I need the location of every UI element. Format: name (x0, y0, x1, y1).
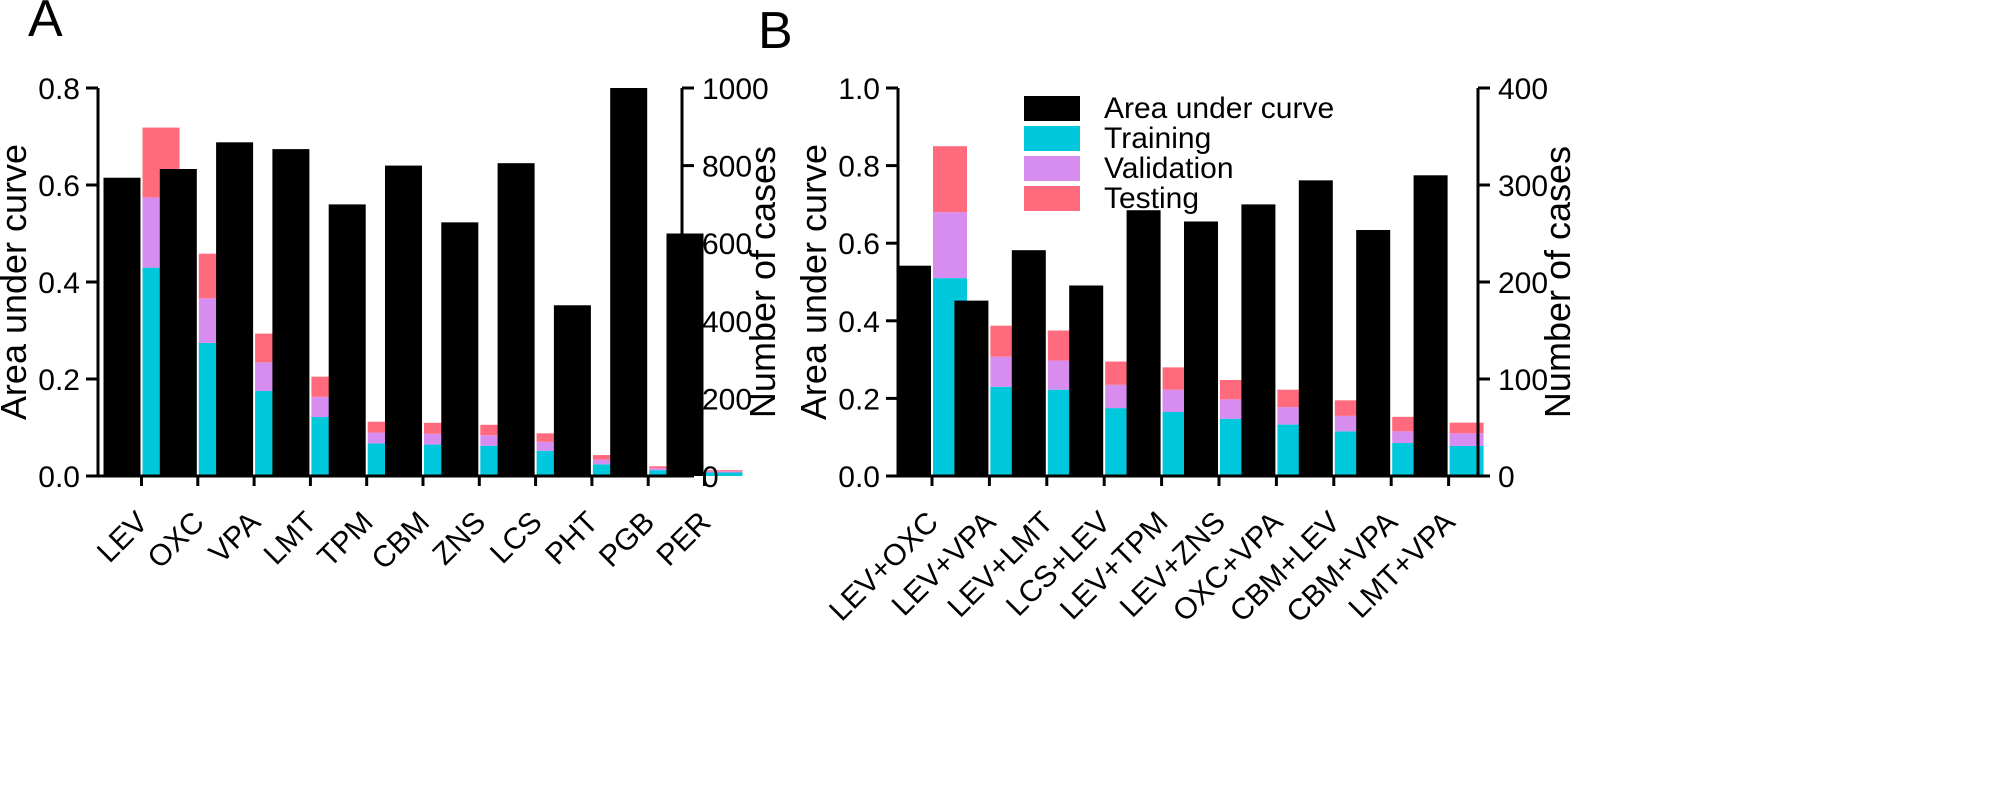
legend-swatch-testing (1024, 186, 1080, 211)
bar-testing-lev+oxc (933, 146, 967, 213)
bar-auc-lcs+lev (1069, 285, 1104, 476)
bar-auc-lev+zns (1184, 221, 1218, 476)
bar-validation-per (705, 471, 743, 473)
x-tick-label: LEV (91, 506, 154, 569)
right-tick-label: 600 (702, 228, 752, 261)
x-tick-label: TPM (312, 506, 380, 574)
x-tick-label: LCS (484, 506, 549, 571)
right-tick-label: 300 (1498, 170, 1548, 203)
left-tick-label: 0.2 (838, 383, 880, 416)
bar-validation-lev+oxc (933, 212, 967, 279)
bar-auc-cbm+vpa (1356, 230, 1391, 476)
left-tick-label: 0.0 (38, 461, 80, 494)
bar-auc-lev+oxc (897, 265, 931, 476)
panel-label: B (758, 2, 793, 60)
legend-label: Validation (1104, 152, 1234, 185)
bar-auc-oxc (159, 168, 197, 476)
bar-testing-lmt+vpa (1449, 422, 1484, 434)
left-tick-label: 0.2 (38, 364, 80, 397)
bar-auc-lev+vpa (954, 300, 989, 476)
right-axis-title: Number of cases (742, 146, 783, 418)
right-tick-label: 100 (1498, 364, 1548, 397)
right-tick-label: 1000 (702, 73, 769, 106)
bar-auc-pgb (610, 88, 648, 476)
bar-auc-lev+lmt (1011, 250, 1046, 476)
bar-auc-per (666, 233, 704, 476)
bar-auc-zns (441, 222, 479, 476)
x-tick-label: PHT (539, 506, 605, 572)
left-tick-label: 0.4 (38, 267, 80, 300)
right-tick-label: 200 (702, 383, 752, 416)
left-tick-label: 0.6 (38, 170, 80, 203)
legend-swatch-area-under-curve (1024, 96, 1080, 121)
right-tick-label: 400 (1498, 73, 1548, 106)
bar-auc-cbm (385, 165, 422, 476)
legend-swatch-training (1024, 126, 1080, 151)
x-tick-label: PGB (593, 506, 661, 574)
right-tick-label: 800 (702, 151, 752, 184)
x-tick-label: PER (650, 506, 717, 573)
bar-auc-lev (103, 177, 141, 476)
bar-auc-lmt+vpa (1413, 175, 1448, 477)
x-tick-label: OXC (141, 506, 210, 575)
bar-testing-per (705, 470, 743, 472)
bar-validation-lmt+vpa (1449, 433, 1484, 446)
x-tick-label: LMT (258, 506, 324, 572)
right-tick-label: 400 (702, 306, 752, 339)
panel-label: A (28, 0, 63, 48)
right-axis-title: Number of cases (1537, 146, 1578, 418)
bar-auc-vpa (216, 142, 254, 476)
right-tick-label: 0 (702, 461, 719, 494)
left-tick-label: 0.4 (838, 306, 880, 339)
legend-label: Testing (1104, 182, 1199, 215)
legend: Area under curveTrainingValidationTestin… (1024, 92, 1334, 215)
legend-label: Area under curve (1104, 92, 1334, 125)
bar-auc-cbm+lev (1298, 180, 1333, 476)
x-tick-label: ZNS (426, 506, 492, 572)
left-axis-title: Area under curve (793, 144, 834, 420)
left-tick-label: 0.6 (838, 228, 880, 261)
x-tick-label: VPA (203, 506, 267, 570)
bar-auc-pht (553, 305, 591, 476)
bar-training-per (705, 472, 743, 476)
left-axis-title: Area under curve (0, 144, 34, 420)
left-tick-label: 0.8 (838, 151, 880, 184)
right-tick-label: 0 (1498, 461, 1515, 494)
chart-panel-b: BLEV+OXCLEV+VPALEV+LMTLCS+LEVLEV+TPMLEV+… (758, 2, 1578, 629)
bar-auc-lmt (272, 149, 310, 477)
bar-auc-lcs (497, 163, 535, 477)
bar-auc-oxc+vpa (1241, 204, 1276, 476)
right-tick-label: 200 (1498, 267, 1548, 300)
x-tick-label: CBM (365, 506, 435, 576)
legend-label: Training (1104, 122, 1211, 155)
left-tick-label: 1.0 (838, 73, 880, 106)
bar-auc-tpm (328, 204, 366, 476)
bar-auc-lev+tpm (1126, 210, 1161, 476)
left-tick-label: 0.8 (38, 73, 80, 106)
legend-swatch-validation (1024, 156, 1080, 181)
bar-validation-cbm+vpa (1392, 431, 1427, 444)
left-tick-label: 0.0 (838, 461, 880, 494)
